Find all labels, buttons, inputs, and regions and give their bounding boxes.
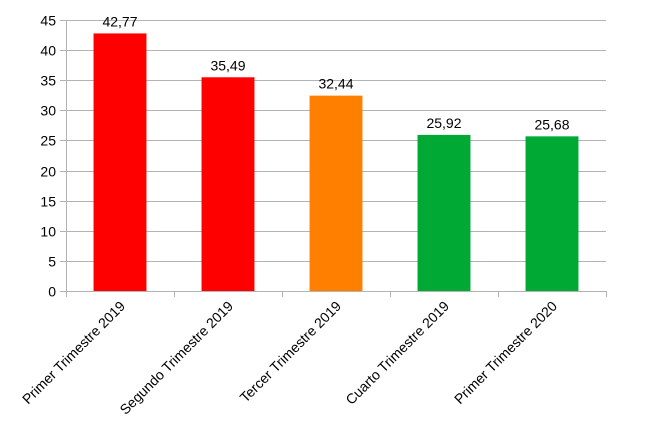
y-tick-label: 25 — [40, 133, 56, 149]
y-tick-label: 40 — [40, 43, 56, 59]
y-tick-label: 35 — [40, 73, 56, 89]
data-labels: 42,77 35,49 32,44 25,92 25,68 — [102, 13, 569, 132]
data-label: 42,77 — [102, 13, 137, 29]
bar — [417, 134, 471, 291]
bar — [201, 77, 255, 291]
y-tick-label: 20 — [40, 164, 56, 180]
data-label: 25,92 — [426, 115, 461, 131]
y-tick-label: 30 — [40, 103, 56, 119]
y-tick-label: 45 — [40, 13, 56, 29]
y-tick-label: 5 — [48, 254, 56, 270]
bars — [93, 33, 579, 291]
x-category-label: Primer Trimestre 2020 — [451, 298, 560, 407]
y-tick-label: 0 — [48, 284, 56, 300]
y-tick-label: 15 — [40, 194, 56, 210]
x-category-label: Tercer Trimestre 2019 — [237, 298, 345, 406]
bar — [309, 95, 363, 291]
bar — [93, 33, 147, 291]
y-axis-tick-labels: 0 5 10 15 20 25 30 35 40 45 — [40, 13, 56, 300]
axes — [66, 20, 607, 297]
y-tick-label: 10 — [40, 224, 56, 240]
data-label: 25,68 — [534, 116, 569, 132]
x-category-label: Primer Trimestre 2019 — [19, 298, 128, 407]
bar — [525, 136, 579, 291]
x-category-label: Segundo Trimestre 2019 — [116, 298, 236, 418]
data-label: 35,49 — [210, 57, 245, 73]
x-category-label: Cuarto Trimestre 2019 — [342, 298, 452, 408]
data-label: 32,44 — [318, 76, 353, 92]
